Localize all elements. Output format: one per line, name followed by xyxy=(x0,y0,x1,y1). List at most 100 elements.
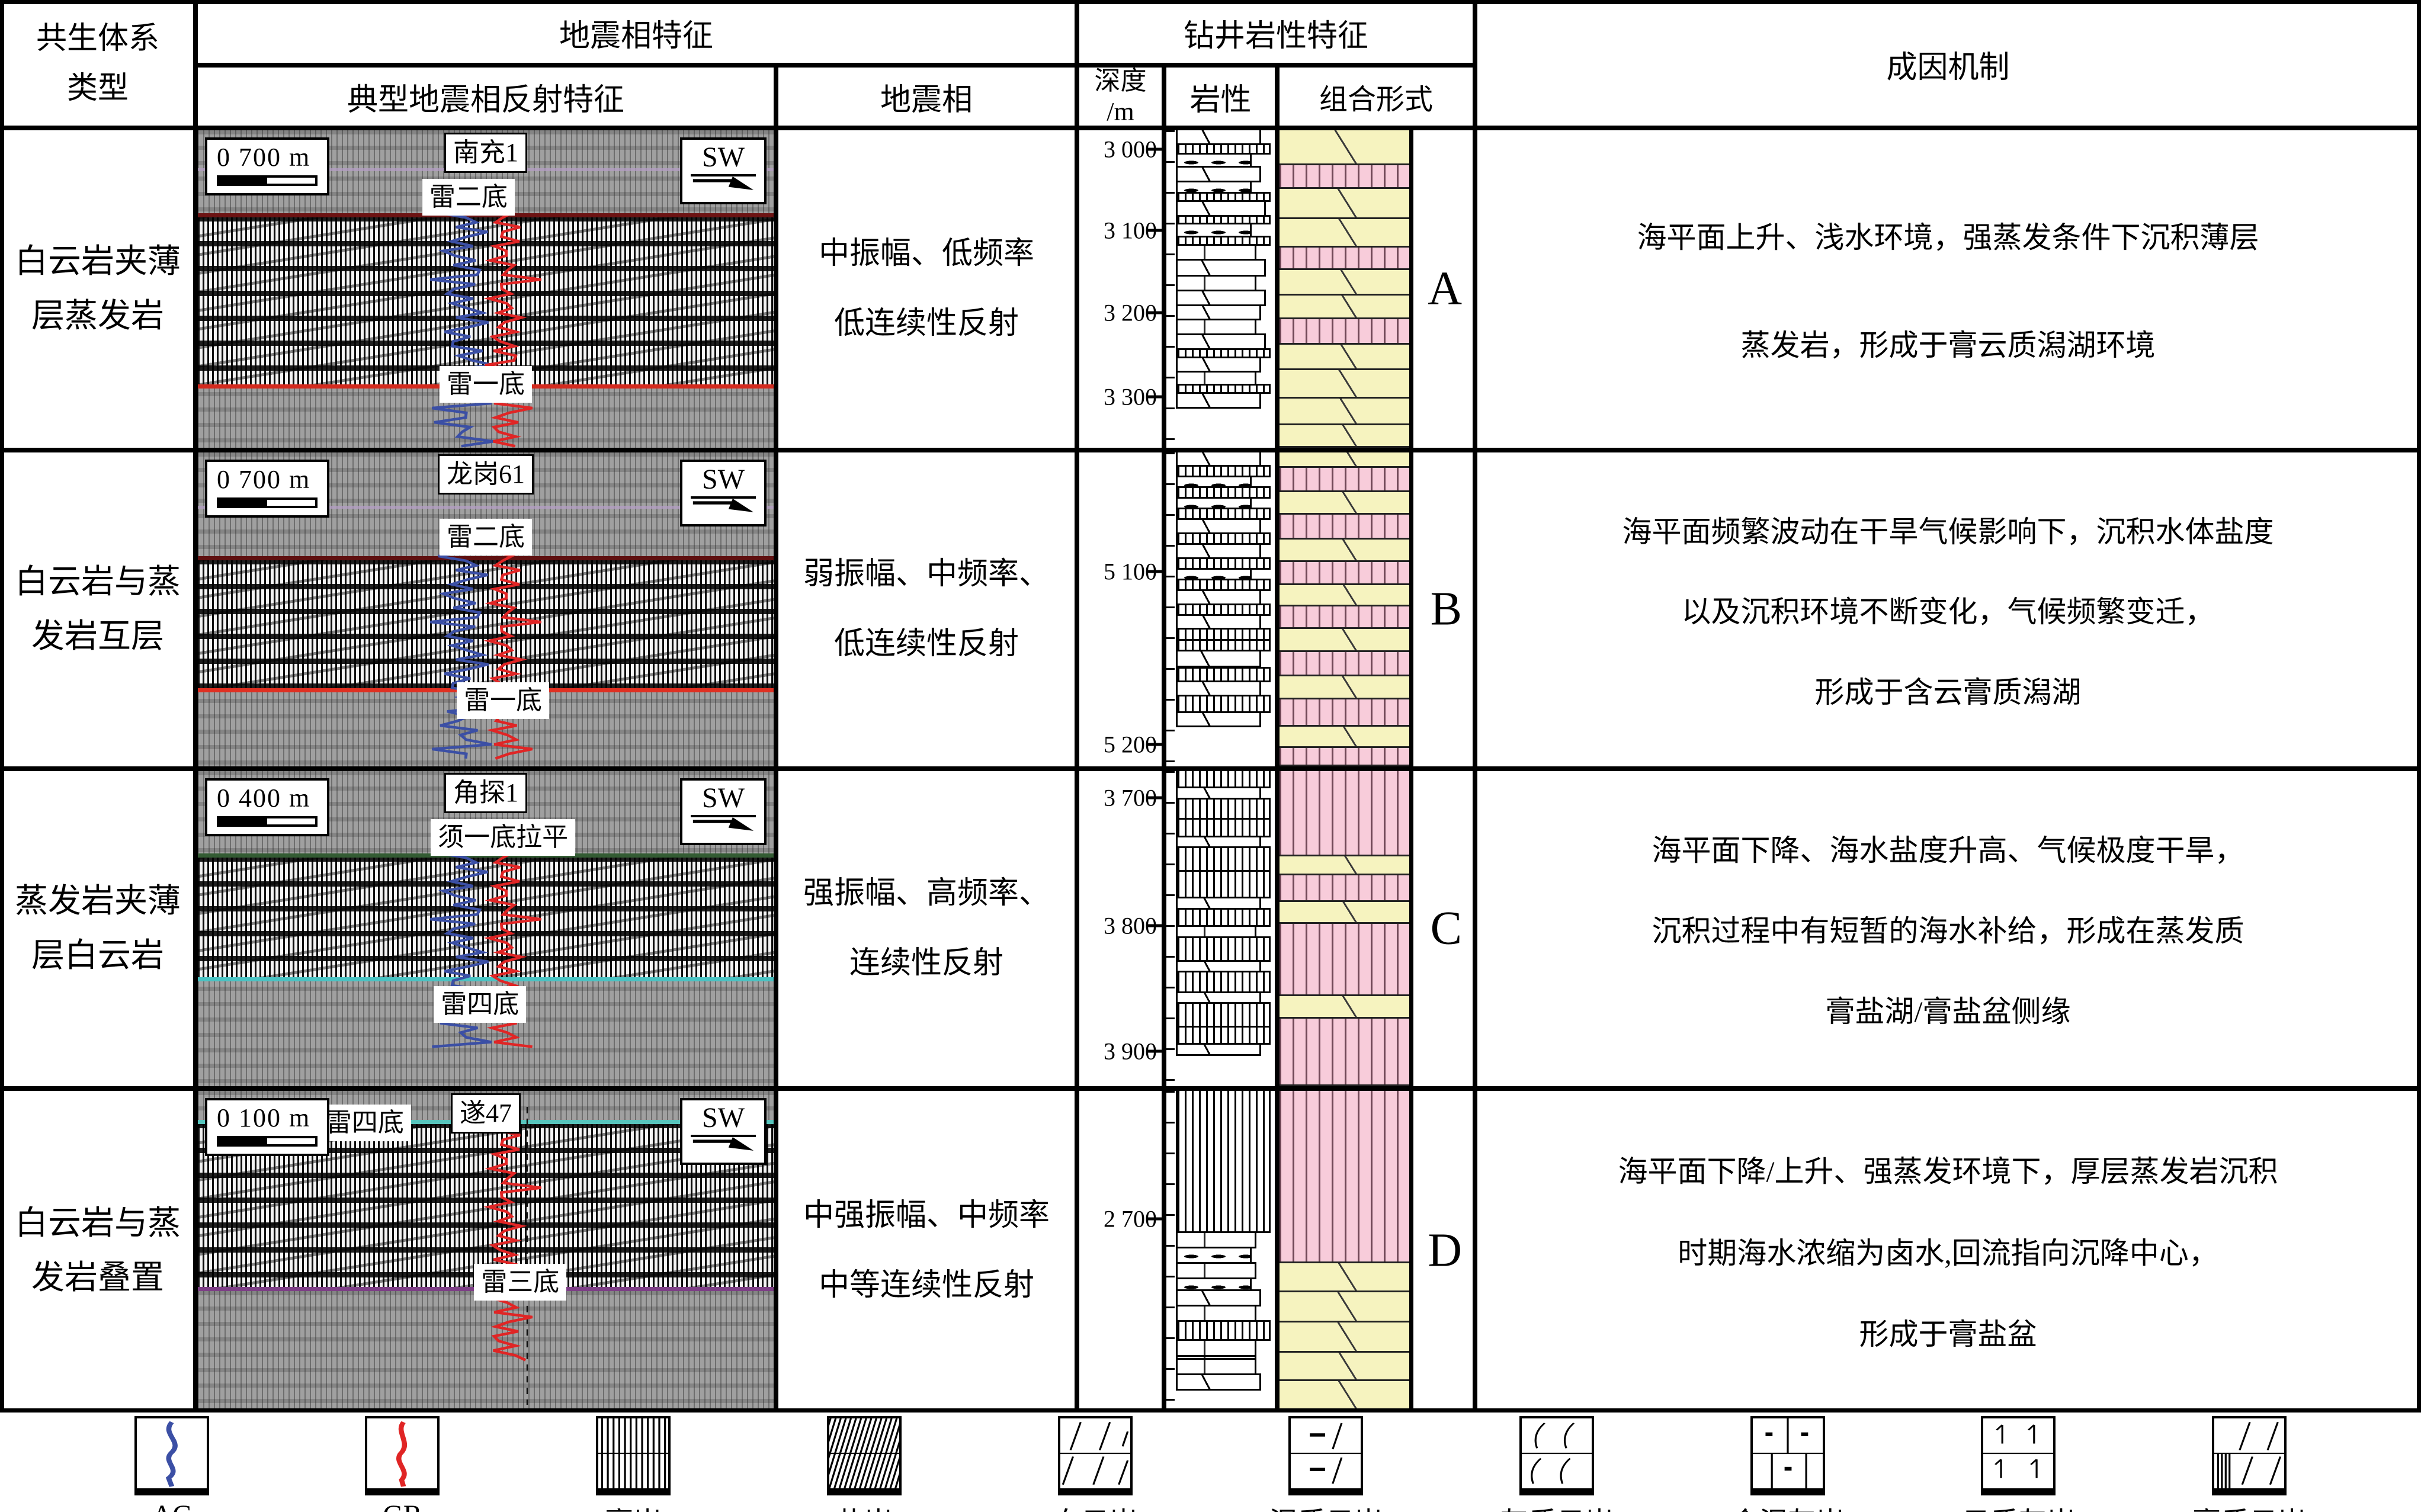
header-facies-label: 地震相 xyxy=(880,83,973,117)
gypsum-segment xyxy=(1176,771,1271,789)
system-type-line: 层白云岩 xyxy=(31,938,164,974)
depth-ruler xyxy=(1166,452,1175,766)
gypsum-band xyxy=(1280,699,1409,727)
header-drilling-group: 钻井岩性特征 xyxy=(1077,0,1475,65)
gypsum-band xyxy=(1280,165,1409,190)
direction-box: SW xyxy=(680,778,767,845)
depth-cell: 2 700 xyxy=(1077,1089,1164,1413)
scale-label: 0 400 m xyxy=(217,784,311,813)
system-type-cell: 白云岩与蒸 发岩互层 xyxy=(0,450,195,769)
combination-letter: B xyxy=(1430,583,1462,635)
gypsum-segment xyxy=(1176,797,1271,820)
mechanism-line: 海平面上升、浅水环境，强蒸发条件下沉积薄层 xyxy=(1637,220,2259,254)
dolomite-band xyxy=(1280,189,1409,220)
header-drilling-group-label: 钻井岩性特征 xyxy=(1183,19,1368,53)
gypsum-segment xyxy=(1176,870,1271,899)
horizon-tag-top: 雷二底 xyxy=(440,519,532,556)
facies-line: 低连续性反射 xyxy=(833,627,1019,661)
legend-label: 泥质云岩 xyxy=(1269,1499,1383,1512)
gypsum-band xyxy=(1280,319,1409,345)
lithology-column xyxy=(1176,1091,1271,1410)
legend-label: 白云岩 xyxy=(1053,1499,1138,1512)
system-type-line: 白云岩与蒸 xyxy=(15,1205,181,1242)
depth-tick-mark xyxy=(1146,147,1162,151)
legend-label: 膏岩 xyxy=(605,1499,662,1512)
scale-bar xyxy=(217,497,318,508)
dolomite-segment xyxy=(1176,333,1266,351)
legend-item: 泥质云岩 xyxy=(1231,1416,1420,1512)
limy-dolomite-legend-icon xyxy=(1519,1416,1595,1495)
legend-item: AC xyxy=(77,1416,267,1512)
well-log-curves xyxy=(483,1100,541,1405)
muddy-dolomite-legend-icon xyxy=(1288,1416,1364,1495)
legend-label: GR xyxy=(383,1499,422,1512)
dolomite-band xyxy=(1280,996,1409,1019)
combination-letter: C xyxy=(1430,902,1462,955)
mechanism-line: 形成于含云膏质潟湖 xyxy=(1814,675,2082,709)
ac-legend-icon xyxy=(134,1416,209,1495)
muddy-limestone-pattern xyxy=(1752,1418,1823,1488)
depth-tick-mark xyxy=(1146,743,1162,746)
gypsum-band xyxy=(1280,747,1409,766)
legend-label: 含泥灰岩 xyxy=(1731,1499,1845,1512)
combination-cell: A xyxy=(1277,128,1475,450)
depth-cell: 5 100 5 200 xyxy=(1077,450,1164,769)
legend-item: 灰质云岩 xyxy=(1462,1416,1652,1512)
dolomite-band xyxy=(1280,219,1409,248)
table-row: 蒸发岩夹薄 层白云岩 0 400 m 角探1 SW 须一底拉平 雷四底 强振幅、高频率、连… xyxy=(0,769,2421,1089)
depth-tick-mark xyxy=(1146,570,1162,573)
gypsum-band xyxy=(1280,923,1409,997)
scale-bar-black xyxy=(219,500,267,506)
scale-bar-black xyxy=(219,1138,267,1144)
header-system-type-line1: 共生体系 xyxy=(36,22,159,56)
gypsum-band xyxy=(1280,771,1409,856)
dolomite-band xyxy=(1280,1381,1409,1410)
combination-cell: C xyxy=(1277,769,1475,1089)
combination-column xyxy=(1280,771,1413,1086)
system-type-line: 蒸发岩夹薄 xyxy=(15,883,181,920)
facies-line: 连续性反射 xyxy=(849,946,1003,980)
dolomite-band xyxy=(1280,452,1409,468)
facies-line: 弱振幅、中频率、 xyxy=(803,557,1050,591)
gr-curve xyxy=(483,536,541,760)
dolomite-band xyxy=(1280,629,1409,652)
horizon-tag-top: 雷四底 xyxy=(318,1104,411,1141)
gypsum-band xyxy=(1280,606,1409,630)
dolomite-band xyxy=(1280,1352,1409,1382)
gr-curve xyxy=(483,1100,541,1362)
dolomite-segment xyxy=(1176,1373,1261,1391)
seismic-facies-cell: 强振幅、高频率、 连续性反射 xyxy=(776,769,1077,1089)
system-type-cell: 白云岩与蒸 发岩叠置 xyxy=(0,1089,195,1413)
depth-tick-mark xyxy=(1146,229,1162,232)
dolomite-segment xyxy=(1176,1289,1261,1307)
mechanism-line: 形成于膏盐盆 xyxy=(1859,1318,2037,1352)
gypsum-segment xyxy=(1176,846,1271,872)
dolomite-segment xyxy=(1176,200,1266,217)
muddy-dolomite-segment xyxy=(1176,1247,1252,1264)
combination-column xyxy=(1280,452,1413,766)
mechanism-line: 膏盐湖/膏盐盆侧缘 xyxy=(1825,995,2071,1028)
gypsum-segment xyxy=(1176,508,1271,521)
scale-bar xyxy=(217,1136,318,1147)
gypsum-band xyxy=(1280,467,1409,492)
gypsum-segment xyxy=(1176,666,1271,683)
direction-label: SW xyxy=(691,1102,756,1137)
system-type-line: 白云岩与蒸 xyxy=(15,564,181,601)
legend-label: 盐岩 xyxy=(836,1499,893,1512)
dolomite-segment xyxy=(1176,649,1261,669)
seismic-section-cell: 0 100 m 遂47 SW 雷四底 雷三底 xyxy=(195,1089,776,1413)
strong-reflection-band xyxy=(198,559,774,688)
header-system-type: 共生体系 类型 xyxy=(0,0,195,128)
ac-curve xyxy=(429,536,493,759)
header-reflection-label: 典型地震相反射特征 xyxy=(347,83,624,117)
depth-ruler xyxy=(1166,1091,1175,1410)
dolomite-segment xyxy=(1176,356,1261,373)
legend-item: 白云岩 xyxy=(1001,1416,1190,1512)
ac-curve xyxy=(429,192,494,448)
muddy-limestone-legend-icon xyxy=(1750,1416,1825,1495)
upper-horizon-faint-line xyxy=(198,506,774,509)
system-type-cell: 白云岩夹薄 层蒸发岩 xyxy=(0,128,195,450)
legend-label: 膏质云岩 xyxy=(2192,1499,2306,1512)
gypsum-segment xyxy=(1176,971,1271,993)
